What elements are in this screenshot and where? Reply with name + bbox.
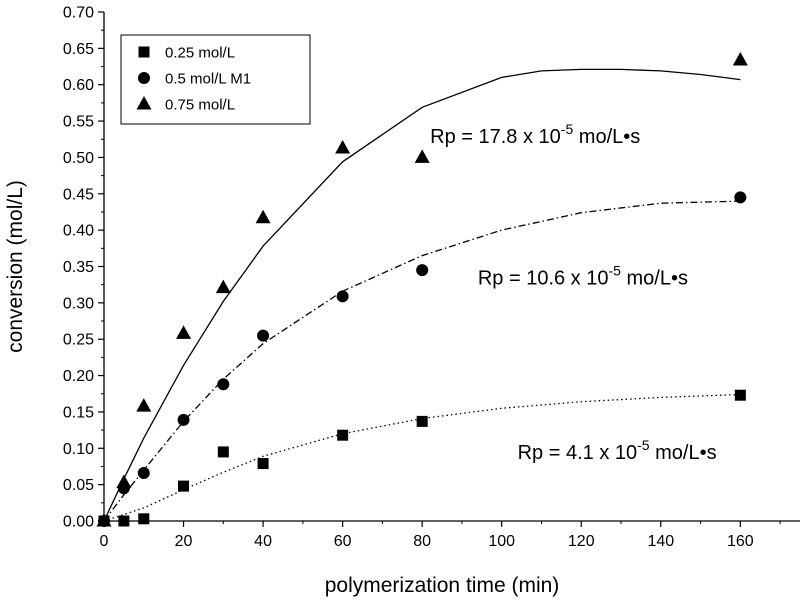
rate-annotation-exponent: -5 — [561, 121, 574, 137]
y-tick-label: 0.20 — [63, 368, 94, 385]
y-tick-label: 0.65 — [63, 41, 94, 58]
legend-marker-circle — [138, 72, 150, 84]
data-point-triangle — [215, 279, 231, 294]
x-tick-label: 20 — [175, 533, 193, 550]
legend-label: 0.25 mol/L — [165, 45, 235, 62]
fit-line-series-1 — [103, 393, 741, 522]
y-tick-label: 0.55 — [63, 114, 94, 131]
data-point-triangle — [116, 474, 132, 488]
x-tick-label: 80 — [413, 533, 431, 550]
fit-line-series-3 — [103, 68, 741, 522]
data-point-triangle — [414, 149, 430, 163]
axes: 0.00 0.05 0.10 0.15 0.20 0.25 0.30 0.35 0.40 0.45… — [4, 5, 800, 597]
data-point-square — [138, 513, 150, 525]
data-markers — [96, 51, 748, 527]
y-tick-label: 0.15 — [63, 404, 94, 421]
rate-annotation-main: Rp = 4.1 x 10 — [518, 442, 638, 464]
data-point-square — [217, 446, 229, 458]
y-tick-label: 0.60 — [63, 77, 94, 94]
data-point-circle — [257, 329, 270, 342]
annotations: Rp = 17.8 x 10-5 mo/L•sRp = 10.6 x 10-5 … — [430, 121, 717, 464]
x-tick-label: 140 — [647, 533, 674, 550]
data-point-square — [337, 429, 349, 441]
rate-annotation-exponent: -5 — [637, 437, 650, 453]
legend: 0.25 mol/L 0.5 mol/L M1 0.75 mol/L — [120, 34, 311, 125]
rate-annotation-units: mo/L•s — [573, 126, 640, 148]
data-point-square — [416, 415, 428, 427]
rate-annotation-main: Rp = 10.6 x 10 — [478, 268, 609, 290]
fit-line-series-2 — [103, 200, 741, 522]
data-point-square — [178, 480, 190, 492]
y-tick-label: 0.45 — [63, 186, 94, 203]
y-tick-label: 0.10 — [63, 441, 94, 458]
fit-lines — [103, 68, 741, 522]
y-tick-label: 0.70 — [63, 5, 94, 22]
data-point-triangle — [255, 209, 271, 224]
data-point-triangle — [335, 139, 351, 154]
legend-marker-square — [138, 46, 150, 58]
data-point-circle — [177, 413, 190, 426]
data-point-square — [257, 458, 269, 470]
x-tick-label: 160 — [727, 533, 754, 550]
data-point-triangle — [136, 398, 152, 412]
y-axis-title: conversion (mol/L) — [4, 180, 27, 353]
rate-annotation: Rp = 10.6 x 10-5 mo/L•s — [478, 263, 688, 290]
rate-annotation-units: mo/L•s — [650, 442, 717, 464]
y-tick-label: 0.00 — [63, 514, 94, 531]
x-tick-label: 60 — [334, 533, 352, 550]
x-axis-title: polymerization time (min) — [325, 574, 560, 597]
y-tick-label: 0.40 — [63, 223, 94, 240]
data-point-circle — [137, 467, 150, 480]
legend-label: 0.5 mol/L M1 — [165, 71, 251, 88]
rate-annotation-exponent: -5 — [609, 263, 622, 279]
x-tick-label: 40 — [254, 533, 272, 550]
rate-annotation: Rp = 4.1 x 10-5 mo/L•s — [518, 437, 717, 464]
legend-label: 0.75 mol/L — [165, 97, 235, 114]
rate-annotation: Rp = 17.8 x 10-5 mo/L•s — [430, 121, 640, 148]
x-tick-label: 120 — [568, 533, 595, 550]
data-point-circle — [336, 290, 349, 303]
rate-annotation-units: mo/L•s — [621, 268, 688, 290]
x-tick-label: 100 — [488, 533, 515, 550]
legend-box — [120, 34, 311, 125]
data-point-circle — [217, 378, 230, 391]
y-tick-label: 0.30 — [63, 295, 94, 312]
data-point-triangle — [176, 325, 192, 339]
legend-marker-triangle — [136, 96, 152, 110]
y-tick-label: 0.50 — [63, 150, 94, 167]
x-tick-label: 0 — [100, 533, 109, 550]
data-point-circle — [416, 264, 429, 277]
data-point-square — [734, 389, 746, 401]
rate-annotation-main: Rp = 17.8 x 10 — [430, 126, 561, 148]
y-tick-label: 0.05 — [63, 477, 94, 494]
y-tick-label: 0.25 — [63, 332, 94, 349]
y-tick-label: 0.35 — [63, 259, 94, 276]
data-point-circle — [734, 191, 747, 204]
data-point-triangle — [732, 51, 748, 66]
